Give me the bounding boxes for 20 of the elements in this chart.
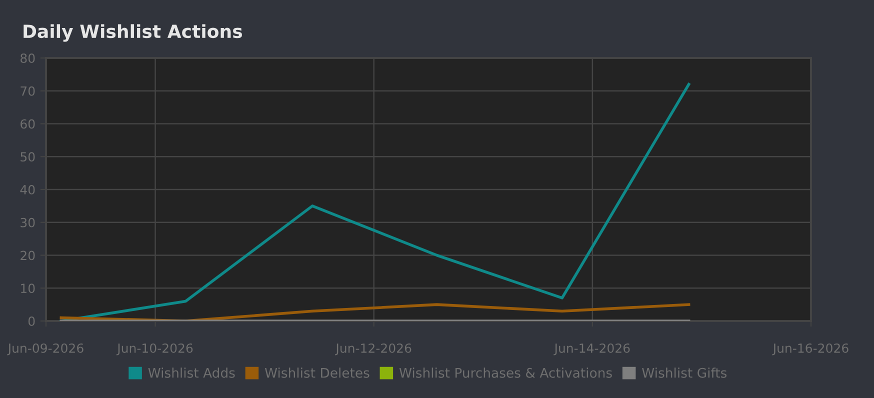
legend-label: Wishlist Deletes [264,368,370,378]
x-tick-label: Jun-12-2026 [335,343,412,356]
y-tick-label: 70 [20,86,35,96]
line-series [60,82,690,321]
legend-label: Wishlist Purchases & Activations [399,368,612,378]
y-tick-label: 50 [20,152,35,162]
y-tick-label: 0 [28,316,35,326]
legend-label: Wishlist Adds [148,368,235,378]
legend-label: Wishlist Gifts [642,368,727,378]
y-tick-label: 20 [20,250,35,260]
y-tick-label: 10 [21,284,35,294]
chart-title: Daily Wishlist Actions [24,24,242,42]
y-tick-label: 30 [20,218,35,228]
x-tick-label: Jun-09-2026 [7,343,84,356]
x-tick-label: Jun-10-2026 [116,343,193,356]
x-tick-label: Jun-14-2026 [554,343,630,356]
y-tick-label: 80 [20,53,35,63]
x-tick-label: Jun-16-2026 [772,343,848,356]
y-tick-label: 40 [20,184,35,194]
y-tick-label: 60 [20,119,35,129]
